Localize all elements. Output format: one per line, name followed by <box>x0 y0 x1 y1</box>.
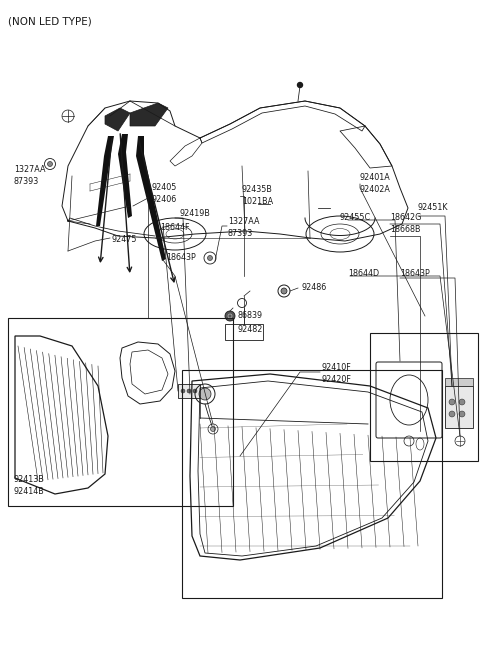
Text: (NON LED TYPE): (NON LED TYPE) <box>8 16 92 26</box>
Text: 92475: 92475 <box>112 234 137 243</box>
Circle shape <box>225 311 235 321</box>
Text: 92401A: 92401A <box>360 173 391 182</box>
Text: 92455C: 92455C <box>340 213 371 222</box>
Text: 87393: 87393 <box>14 178 39 186</box>
FancyBboxPatch shape <box>445 386 473 428</box>
Text: 92451K: 92451K <box>418 203 448 213</box>
Text: 1021BA: 1021BA <box>242 197 273 207</box>
Text: 18668B: 18668B <box>390 226 420 234</box>
Text: 92482: 92482 <box>238 325 264 335</box>
Text: 1327AA: 1327AA <box>14 165 46 174</box>
Circle shape <box>449 399 455 405</box>
Circle shape <box>459 411 465 417</box>
Text: 92420F: 92420F <box>322 375 352 384</box>
Text: 18643P: 18643P <box>400 270 430 279</box>
Circle shape <box>298 83 302 87</box>
Text: 92406: 92406 <box>152 195 177 205</box>
Circle shape <box>207 255 213 260</box>
Text: 92410F: 92410F <box>322 363 352 373</box>
Text: 92402A: 92402A <box>360 186 391 194</box>
Polygon shape <box>130 103 168 126</box>
Text: 92414B: 92414B <box>14 487 45 497</box>
Text: 86839: 86839 <box>238 312 263 321</box>
Circle shape <box>48 161 52 167</box>
Text: 92435B: 92435B <box>242 186 273 194</box>
Circle shape <box>181 389 185 393</box>
Text: 92419B: 92419B <box>180 209 211 218</box>
Circle shape <box>449 411 455 417</box>
Text: 18644D: 18644D <box>348 270 379 279</box>
Text: 87393: 87393 <box>228 230 253 239</box>
Text: 92405: 92405 <box>152 184 178 192</box>
Polygon shape <box>105 108 130 131</box>
FancyBboxPatch shape <box>178 384 200 398</box>
Circle shape <box>459 399 465 405</box>
Circle shape <box>199 388 211 400</box>
FancyBboxPatch shape <box>445 378 473 386</box>
Text: 1327AA: 1327AA <box>228 218 260 226</box>
Text: 18644F: 18644F <box>160 224 190 232</box>
Text: 92486: 92486 <box>302 283 327 293</box>
Text: 92413B: 92413B <box>14 476 45 485</box>
Circle shape <box>187 389 191 393</box>
Text: 18643P: 18643P <box>166 253 196 262</box>
Polygon shape <box>96 136 114 226</box>
Text: 18642G: 18642G <box>390 213 421 222</box>
Polygon shape <box>118 134 132 218</box>
Ellipse shape <box>166 229 184 239</box>
Circle shape <box>211 426 216 432</box>
Ellipse shape <box>330 228 350 239</box>
Circle shape <box>193 389 197 393</box>
Polygon shape <box>136 136 166 261</box>
Circle shape <box>281 288 287 294</box>
